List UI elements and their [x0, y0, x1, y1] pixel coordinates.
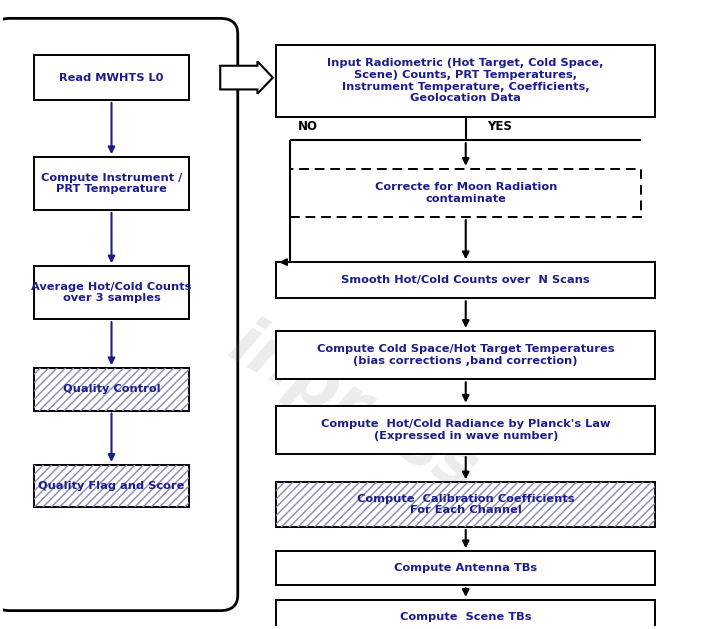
FancyBboxPatch shape	[276, 45, 655, 116]
Text: inpress: inpress	[218, 311, 489, 506]
FancyArrow shape	[220, 62, 273, 94]
Text: Compute Antenna TBs: Compute Antenna TBs	[395, 563, 537, 573]
Text: Compute Instrument /
PRT Temperature: Compute Instrument / PRT Temperature	[41, 173, 182, 194]
FancyBboxPatch shape	[291, 169, 641, 217]
Text: Quality Control: Quality Control	[63, 384, 160, 394]
FancyBboxPatch shape	[276, 551, 655, 586]
FancyBboxPatch shape	[276, 482, 655, 527]
FancyBboxPatch shape	[276, 262, 655, 298]
Text: Compute  Calibration Coefficients
For Each Channel: Compute Calibration Coefficients For Eac…	[357, 494, 575, 515]
FancyBboxPatch shape	[276, 599, 655, 629]
Text: Quality Flag and Score: Quality Flag and Score	[38, 481, 185, 491]
Text: Correcte for Moon Radiation
contaminate: Correcte for Moon Radiation contaminate	[375, 182, 557, 204]
FancyBboxPatch shape	[35, 55, 189, 100]
FancyBboxPatch shape	[35, 368, 189, 411]
Text: Input Radiometric (Hot Target, Cold Space,
Scene) Counts, PRT Temperatures,
Inst: Input Radiometric (Hot Target, Cold Spac…	[327, 58, 604, 103]
Text: Compute  Hot/Cold Radiance by Planck's Law
(Expressed in wave number): Compute Hot/Cold Radiance by Planck's La…	[321, 419, 610, 441]
Text: NO: NO	[298, 120, 317, 133]
FancyBboxPatch shape	[276, 406, 655, 454]
Text: Compute Cold Space/Hot Target Temperatures
(bias corrections ,band correction): Compute Cold Space/Hot Target Temperatur…	[317, 344, 614, 366]
FancyBboxPatch shape	[35, 266, 189, 319]
FancyBboxPatch shape	[35, 465, 189, 507]
Text: YES: YES	[487, 120, 512, 133]
Text: Average Hot/Cold Counts
over 3 samples: Average Hot/Cold Counts over 3 samples	[31, 282, 192, 303]
Text: Smooth Hot/Cold Counts over  N Scans: Smooth Hot/Cold Counts over N Scans	[341, 276, 590, 285]
FancyBboxPatch shape	[276, 331, 655, 379]
Text: Compute  Scene TBs: Compute Scene TBs	[400, 612, 532, 622]
FancyBboxPatch shape	[0, 18, 238, 611]
Text: Read MWHTS L0: Read MWHTS L0	[59, 72, 164, 82]
FancyBboxPatch shape	[35, 157, 189, 210]
